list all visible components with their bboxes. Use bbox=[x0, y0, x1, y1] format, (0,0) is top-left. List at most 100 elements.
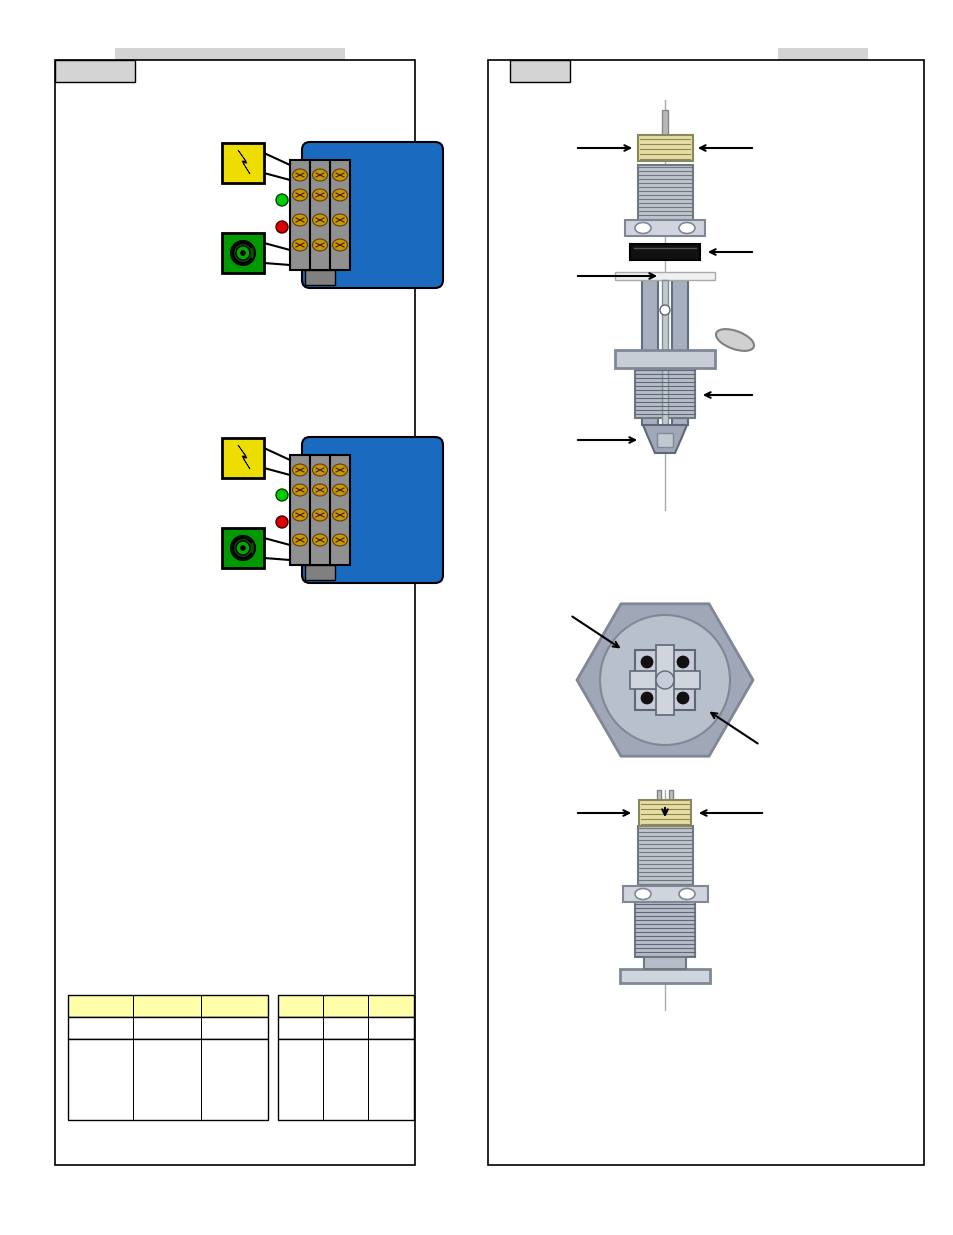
Bar bbox=[132, 1016, 133, 1039]
Bar bbox=[68, 1016, 268, 1039]
Ellipse shape bbox=[313, 534, 327, 546]
Ellipse shape bbox=[293, 169, 307, 182]
Bar bbox=[222, 529, 264, 568]
Ellipse shape bbox=[293, 214, 307, 226]
Ellipse shape bbox=[677, 692, 688, 704]
Bar bbox=[323, 1016, 324, 1039]
Bar bbox=[510, 61, 569, 82]
Ellipse shape bbox=[599, 615, 729, 745]
Bar bbox=[671, 280, 687, 425]
Bar bbox=[638, 165, 692, 220]
Ellipse shape bbox=[679, 888, 695, 899]
Ellipse shape bbox=[333, 534, 347, 546]
Ellipse shape bbox=[677, 656, 688, 668]
Ellipse shape bbox=[275, 516, 288, 529]
Bar bbox=[368, 995, 369, 1016]
Bar bbox=[201, 995, 202, 1016]
Ellipse shape bbox=[333, 189, 347, 201]
Bar bbox=[55, 61, 415, 1165]
Bar bbox=[638, 826, 692, 885]
Ellipse shape bbox=[313, 240, 327, 251]
Ellipse shape bbox=[333, 169, 347, 182]
Bar bbox=[323, 1039, 324, 1120]
Bar bbox=[277, 995, 414, 1016]
Polygon shape bbox=[237, 149, 250, 174]
Ellipse shape bbox=[715, 329, 753, 351]
Bar bbox=[323, 995, 324, 1016]
Ellipse shape bbox=[313, 464, 327, 475]
Polygon shape bbox=[642, 425, 686, 453]
Ellipse shape bbox=[240, 251, 245, 256]
Bar bbox=[624, 220, 704, 236]
Bar bbox=[132, 1039, 133, 1120]
FancyBboxPatch shape bbox=[302, 437, 442, 583]
Bar bbox=[277, 1016, 414, 1039]
Bar bbox=[222, 233, 264, 273]
Ellipse shape bbox=[635, 222, 650, 233]
Bar bbox=[222, 143, 264, 183]
Ellipse shape bbox=[293, 240, 307, 251]
Bar bbox=[222, 438, 264, 478]
Polygon shape bbox=[237, 445, 250, 469]
Ellipse shape bbox=[640, 656, 652, 668]
Ellipse shape bbox=[293, 509, 307, 521]
Bar bbox=[661, 110, 667, 135]
Ellipse shape bbox=[635, 888, 650, 899]
Ellipse shape bbox=[313, 214, 327, 226]
Ellipse shape bbox=[240, 546, 245, 551]
Bar bbox=[290, 161, 350, 270]
Bar bbox=[635, 902, 695, 957]
Ellipse shape bbox=[235, 246, 250, 261]
Bar bbox=[638, 135, 692, 161]
Bar bbox=[68, 995, 268, 1016]
Polygon shape bbox=[577, 604, 752, 756]
Ellipse shape bbox=[293, 464, 307, 475]
Ellipse shape bbox=[333, 214, 347, 226]
Ellipse shape bbox=[679, 222, 695, 233]
Bar bbox=[615, 350, 714, 368]
Bar bbox=[641, 280, 658, 425]
Bar bbox=[201, 1039, 202, 1120]
Bar bbox=[643, 957, 685, 969]
Ellipse shape bbox=[640, 692, 652, 704]
Bar bbox=[778, 48, 867, 64]
Ellipse shape bbox=[659, 305, 669, 315]
Ellipse shape bbox=[333, 240, 347, 251]
Ellipse shape bbox=[293, 189, 307, 201]
Ellipse shape bbox=[235, 541, 250, 555]
Ellipse shape bbox=[275, 194, 288, 206]
Bar bbox=[657, 433, 672, 447]
Bar bbox=[55, 61, 135, 82]
Bar bbox=[277, 1039, 414, 1120]
Ellipse shape bbox=[313, 169, 327, 182]
Bar bbox=[619, 969, 709, 983]
Bar bbox=[615, 272, 714, 280]
Ellipse shape bbox=[333, 509, 347, 521]
Ellipse shape bbox=[293, 484, 307, 496]
Bar bbox=[368, 1016, 369, 1039]
Bar bbox=[629, 671, 700, 689]
Ellipse shape bbox=[275, 489, 288, 501]
Bar bbox=[305, 564, 335, 580]
Bar bbox=[668, 790, 672, 840]
Ellipse shape bbox=[293, 534, 307, 546]
Bar bbox=[639, 800, 690, 826]
Ellipse shape bbox=[231, 241, 254, 266]
Ellipse shape bbox=[333, 484, 347, 496]
Bar bbox=[656, 645, 673, 715]
Ellipse shape bbox=[333, 464, 347, 475]
Ellipse shape bbox=[275, 221, 288, 233]
Bar bbox=[629, 245, 700, 261]
Ellipse shape bbox=[313, 189, 327, 201]
Bar bbox=[368, 1039, 369, 1120]
Ellipse shape bbox=[313, 509, 327, 521]
Ellipse shape bbox=[231, 536, 254, 559]
Bar bbox=[635, 368, 695, 417]
Bar bbox=[68, 1039, 268, 1120]
Bar bbox=[488, 61, 923, 1165]
Bar bbox=[201, 1016, 202, 1039]
Bar bbox=[661, 280, 667, 425]
Bar bbox=[132, 995, 133, 1016]
FancyBboxPatch shape bbox=[302, 142, 442, 288]
Bar bbox=[290, 454, 350, 564]
